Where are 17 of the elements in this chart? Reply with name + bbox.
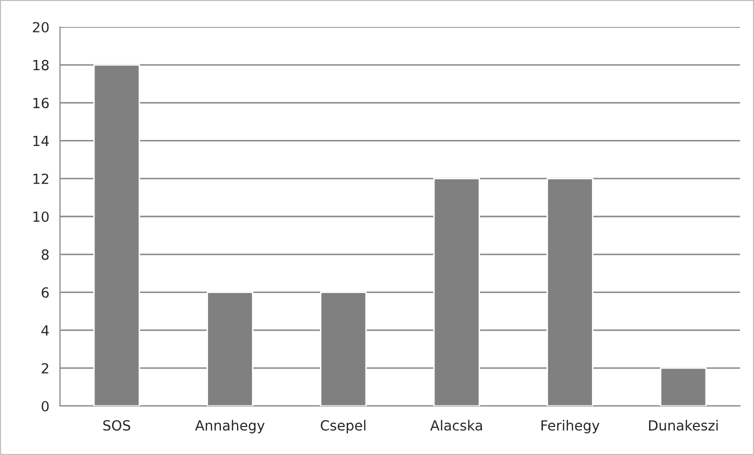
- y-tick-label: 0: [42, 400, 49, 412]
- y-tick-label: 8: [42, 249, 49, 260]
- x-tick-label: Csepel: [320, 420, 366, 434]
- y-tick-label: 4: [41, 325, 49, 336]
- x-tick-label: Alacska: [430, 420, 482, 431]
- y-tick-label: 2: [42, 363, 48, 374]
- x-tick-label: Annahegy: [195, 420, 265, 434]
- x-tick-label: Ferihegy: [542, 420, 600, 434]
- y-tick-label: 6: [42, 287, 49, 298]
- y-tick-label: 12: [33, 174, 48, 184]
- y-tick-label: 16: [33, 98, 49, 108]
- y-tick-label: 18: [33, 60, 49, 70]
- y-tick-label: 14: [33, 136, 49, 146]
- y-tick-label: 10: [33, 211, 49, 222]
- y-tick-label: 20: [32, 22, 49, 32]
- x-tick-label: SOS: [103, 420, 130, 431]
- x-tick-label: Dunakeszi: [649, 420, 718, 431]
